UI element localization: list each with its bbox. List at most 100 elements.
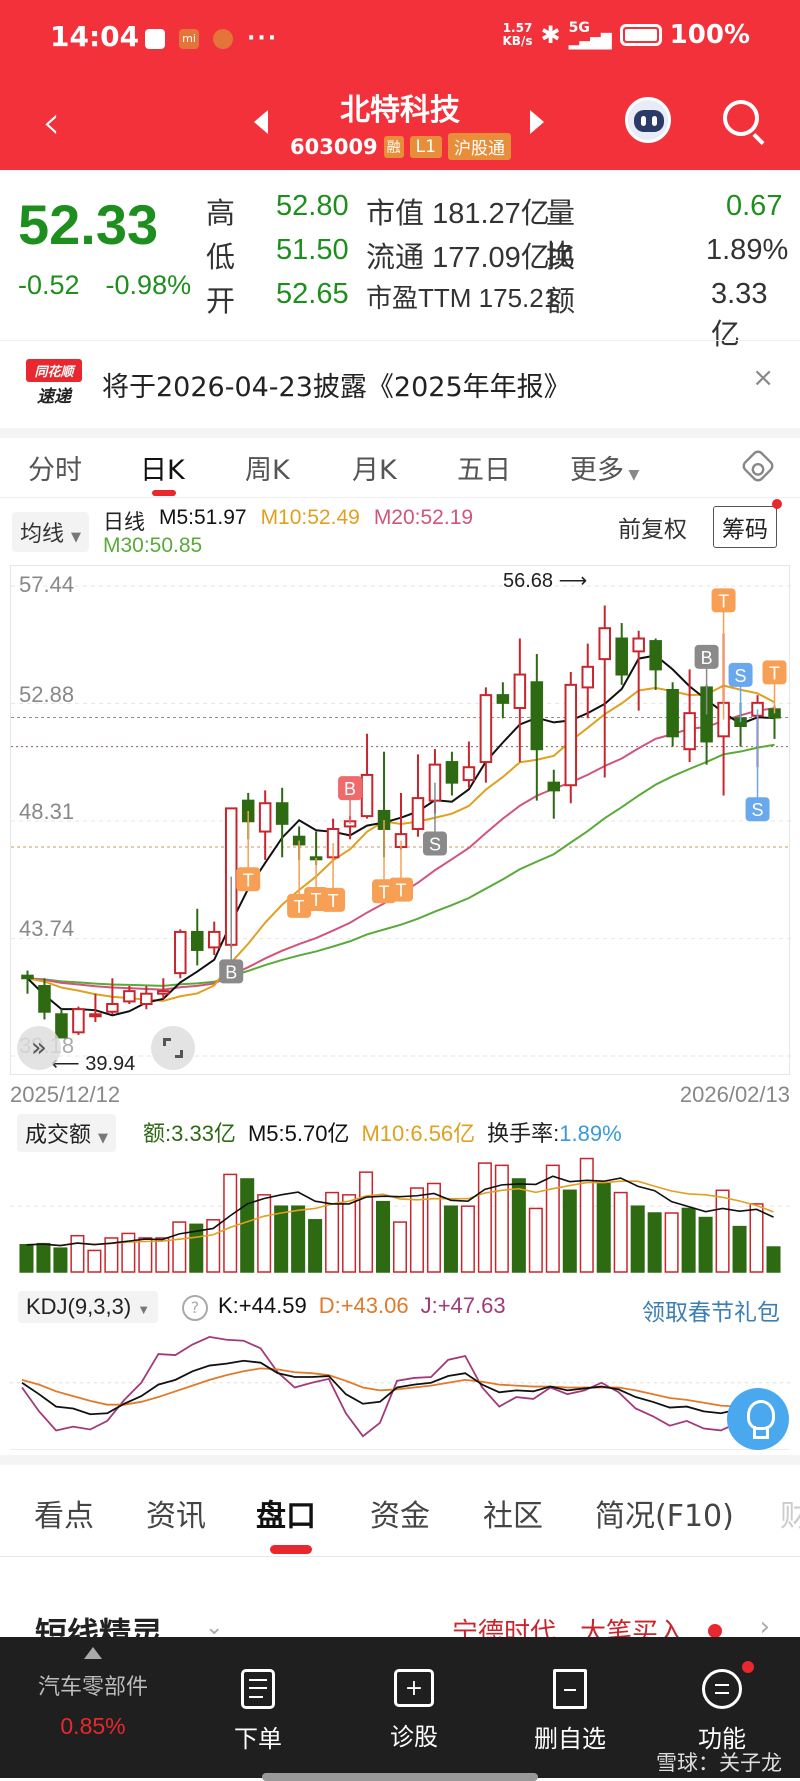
scroll-to-latest-icon[interactable]: » — [17, 1026, 61, 1070]
chevron-down-icon[interactable]: ⌄ — [205, 1615, 224, 1640]
remove-minus-icon — [553, 1669, 587, 1709]
ma-values: 日线 M5:51.97 M10:52.49 M20:52.19 — [103, 506, 473, 536]
place-order-button[interactable]: 下单 — [208, 1669, 308, 1754]
svg-text:T: T — [294, 897, 305, 917]
svg-text:T: T — [328, 891, 339, 911]
svg-text:T: T — [769, 663, 780, 683]
stock-header: ‹ 北特科技 603009 融 L1 沪股通 — [0, 75, 800, 170]
sector-name: 汽车零部件 — [37, 1675, 148, 1700]
spring-festival-promo-link[interactable]: 领取春节礼包 — [642, 1300, 780, 1326]
change-percent: -0.98% — [105, 270, 192, 300]
signal-icon: 5G ▂▄▆█ — [568, 20, 612, 50]
volume-ratio-value: 0.67 — [726, 190, 783, 222]
functions-button[interactable]: 功能 — [672, 1661, 772, 1754]
battery-level: 100% — [669, 20, 750, 50]
indicator-selector[interactable]: 均线 ▼ — [12, 512, 90, 552]
tab-weekly-k[interactable]: 周K — [245, 455, 290, 486]
kdj-chart[interactable] — [10, 1330, 790, 1450]
high-value: 52.80 — [276, 190, 349, 222]
turnover-label: 换 — [546, 242, 576, 274]
network-type: 5G — [568, 20, 590, 36]
kdj-j: J:+47.63 — [420, 1293, 506, 1318]
svg-text:T: T — [379, 882, 390, 902]
short-term-elf-section[interactable]: 短线精灵 ⌄ 宁德时代 大笔买入 › — [0, 1557, 800, 1653]
volume-indicator-selector[interactable]: 成交额 ▼ — [17, 1114, 117, 1152]
tab-community[interactable]: 社区 — [483, 1499, 543, 1534]
svg-text:T: T — [243, 870, 254, 890]
y-tick: 48.31 — [19, 799, 75, 824]
search-icon[interactable] — [723, 100, 759, 136]
tab-intraday[interactable]: 分时 — [28, 455, 82, 486]
menu-circle-icon — [702, 1669, 742, 1709]
close-icon[interactable]: × — [752, 363, 774, 393]
y-tick: 57.44 — [19, 572, 75, 597]
chart-settings-icon[interactable] — [739, 447, 777, 485]
tab-capital[interactable]: 资金 — [370, 1499, 430, 1534]
activity-notification-icon — [213, 28, 233, 49]
home-indicator[interactable] — [262, 1773, 538, 1781]
notice-banner[interactable]: 同花顺 速递 将于2026-04-23披露《2025年年报》 × — [0, 340, 800, 428]
tab-monthly-k[interactable]: 月K — [352, 455, 397, 486]
level1-tag: L1 — [409, 135, 442, 158]
kdj-k: K:+44.59 — [218, 1293, 307, 1318]
kdj-indicator-selector[interactable]: KDJ(9,3,3) ▼ — [18, 1291, 159, 1323]
info-tabs: 看点 资讯 盘口 资金 社区 简况(F10) 财 — [0, 1465, 800, 1557]
sector-info[interactable]: 汽车零部件 0.85% — [28, 1647, 158, 1740]
remove-watchlist-button[interactable]: 删自选 — [520, 1669, 620, 1754]
active-tab-indicator — [152, 490, 176, 496]
volume-amount: 额:3.33亿 — [143, 1121, 236, 1146]
tab-finance[interactable]: 财 — [780, 1499, 800, 1534]
ma10-value: M10:52.49 — [260, 506, 360, 529]
divider — [0, 1455, 800, 1465]
quote-panel: 52.33 -0.52 -0.98% 高 52.80 市值 181.27亿 量比… — [0, 170, 800, 351]
notification-icons: mi ··· — [145, 26, 278, 51]
next-stock-button[interactable] — [530, 110, 544, 134]
pe-ttm: 市盈TTM 175.21 — [366, 283, 559, 313]
help-icon[interactable]: ? — [182, 1295, 208, 1321]
system-indicators: 1.57 KB/s ✱ 5G ▂▄▆█ 100% — [503, 20, 751, 50]
lightbulb-tips-icon[interactable] — [727, 1388, 789, 1450]
alert-dot — [708, 1623, 723, 1638]
button-label: 下单 — [234, 1725, 282, 1753]
ai-assistant-robot-icon[interactable] — [625, 97, 671, 143]
status-bar: 14:04 mi ··· 1.57 KB/s ✱ 5G ▂▄▆█ 100% — [0, 0, 800, 75]
chips-button[interactable]: 筹码 — [713, 499, 782, 548]
current-price: 52.33 — [18, 193, 159, 256]
adjust-mode-button[interactable]: 前复权 — [618, 517, 687, 543]
order-document-icon — [241, 1669, 275, 1709]
notification-dot — [772, 499, 782, 509]
tab-highlights[interactable]: 看点 — [34, 1499, 94, 1534]
connect-tag: 沪股通 — [447, 133, 511, 160]
svg-text:T: T — [396, 881, 407, 901]
tab-news[interactable]: 资讯 — [146, 1499, 206, 1534]
diagnose-stock-button[interactable]: + 诊股 — [364, 1669, 464, 1752]
stock-name: 北特科技 — [340, 93, 460, 128]
svg-text:T: T — [718, 591, 729, 611]
volume-chart[interactable] — [10, 1150, 790, 1275]
notification-dot — [742, 1661, 754, 1673]
tab-daily-k[interactable]: 日K — [140, 455, 185, 486]
tab-five-day[interactable]: 五日 — [457, 455, 511, 486]
tab-more[interactable]: 更多 ▼ — [570, 455, 640, 486]
previous-stock-button[interactable] — [254, 110, 268, 134]
low-value: 51.50 — [276, 234, 349, 266]
tab-order-book[interactable]: 盘口 — [256, 1499, 316, 1534]
logo-top: 同花顺 — [26, 359, 82, 382]
change-amount: -0.52 — [18, 270, 80, 300]
network-speed: 1.57 KB/s — [503, 22, 533, 48]
amount-label: 额 — [546, 286, 576, 318]
kdj-legend: KDJ(9,3,3) ▼ ? K:+44.59 D:+43.06 J:+47.6… — [0, 1287, 800, 1331]
tab-f10[interactable]: 简况(F10) — [595, 1499, 734, 1534]
volume-plot — [10, 1157, 790, 1273]
back-button[interactable]: ‹ — [42, 95, 61, 149]
active-tab-indicator — [270, 1545, 312, 1554]
turnover-value: 1.89% — [706, 234, 789, 266]
chevron-right-icon[interactable]: › — [759, 1612, 770, 1642]
fullscreen-icon[interactable] — [151, 1026, 195, 1070]
price-change: -0.52 -0.98% — [18, 270, 191, 301]
logo-bottom: 速递 — [37, 387, 71, 407]
end-date: 2026/02/13 — [679, 1082, 790, 1107]
ma30-value: M30:50.85 — [103, 534, 203, 557]
